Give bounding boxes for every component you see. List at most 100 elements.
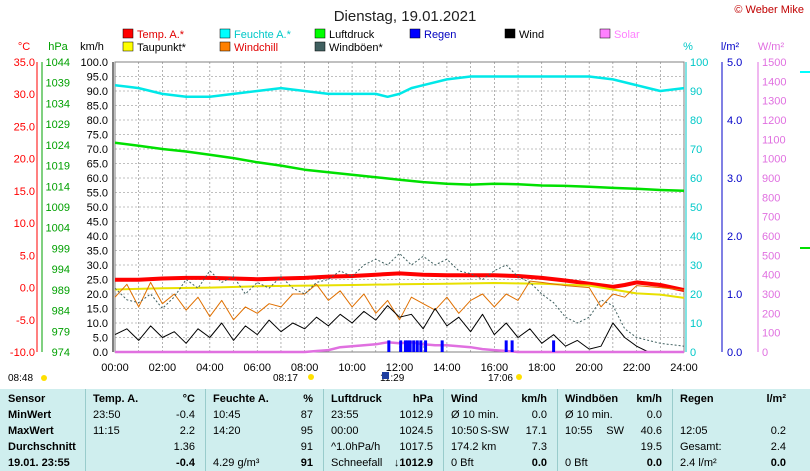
rain-bar [510, 340, 514, 352]
table-value: 1024.5 [399, 425, 433, 437]
temp-tick-label: 15.0 [14, 186, 35, 198]
x-tick-label: 24:00 [670, 362, 698, 374]
table-row-label: 12:05 [680, 425, 708, 437]
humidity-tick-label: 80 [690, 115, 702, 127]
axis-unit-press: hPa [48, 41, 68, 53]
wind-tick-label: 65.0 [87, 159, 108, 171]
humidity-tick-label: 10 [690, 318, 702, 330]
table-direction: S-SW [480, 425, 509, 437]
table-value: -0.4 [176, 457, 195, 469]
wind-tick-label: 85.0 [87, 101, 108, 113]
wind-tick-label: 50.0 [87, 202, 108, 214]
x-tick-label: 02:00 [149, 362, 177, 374]
legend-swatch [504, 28, 516, 39]
sun-marker-label: 08:17 [273, 373, 298, 384]
x-tick-label: 14:00 [433, 362, 461, 374]
rain-bar [415, 340, 419, 352]
solar-tick-label: 300 [762, 289, 780, 301]
rain-tick-label: 1.0 [727, 289, 742, 301]
x-tick-label: 06:00 [243, 362, 271, 374]
table-header: Wind [451, 393, 478, 405]
humidity-tick-label: 0 [690, 347, 696, 359]
wind-tick-label: 90.0 [87, 86, 108, 98]
solar-tick-label: 200 [762, 308, 780, 320]
legend-label: Luftdruck [329, 29, 375, 41]
wind-tick-label: 25.0 [87, 275, 108, 287]
wind-tick-label: 35.0 [87, 246, 108, 258]
table-row-label: 10:45 [213, 409, 241, 421]
table-side-strip [796, 389, 810, 471]
table-value: -0.4 [176, 409, 195, 421]
wind-tick-label: 20.0 [87, 289, 108, 301]
series-line-taupunkt [114, 282, 685, 299]
legend-swatch [219, 28, 231, 39]
table-value: 0.2 [770, 425, 786, 437]
wind-tick-label: 100.0 [80, 57, 108, 69]
legend-label: Feuchte A.* [234, 29, 292, 41]
wind-tick-label: 5.0 [93, 333, 108, 345]
copyright-label: © Weber Mike [734, 4, 804, 16]
table-separator [672, 389, 673, 471]
sun-icon [41, 375, 47, 381]
legend-label: Windböen* [329, 42, 384, 54]
rain-bar [399, 340, 403, 352]
axis-unit-hum: % [683, 41, 693, 53]
series-line-windben [114, 252, 685, 347]
table-column: Luftdruck hPa 23:55 00:00 ^1.0hPa/h Schneefal… [323, 389, 443, 471]
table-row-label: 10:50 [451, 425, 479, 437]
table-value: 0.0 [770, 457, 786, 469]
sun-icon [516, 374, 522, 380]
humidity-tick-label: 70 [690, 144, 702, 156]
temp-tick-label: 5.0 [20, 250, 35, 262]
table-row-label: 11:15 [93, 425, 120, 437]
table-row-label: 174.2 km [451, 441, 497, 453]
pressure-tick-label: 1014 [46, 181, 70, 193]
rain-tick-label: 4.0 [727, 115, 742, 127]
table-value: 91 [300, 457, 313, 469]
table-row-label: 19.01. 23:55 [8, 457, 70, 469]
wind-tick-label: 95.0 [87, 72, 108, 84]
temp-tick-label: -5.0 [16, 315, 35, 327]
pressure-tick-label: 979 [52, 326, 70, 338]
table-value: 19.5 [640, 441, 662, 453]
legend-label: Windchill [234, 42, 278, 54]
table-separator [557, 389, 558, 471]
legend-swatch [122, 28, 134, 39]
table-value: 2.4 [770, 441, 786, 453]
x-tick-label: 10:00 [338, 362, 366, 374]
series-line-tempa [115, 271, 685, 293]
table-value: 1.36 [173, 441, 195, 453]
rain-bar [412, 340, 416, 352]
table-column: Feuchte A.% 10:45 14:20 4.29 g/m³ 87 95 91 91 [205, 389, 323, 471]
rain-tick-label: 5.0 [727, 57, 742, 69]
table-value: 1017.5 [399, 441, 433, 453]
solar-tick-label: 600 [762, 231, 780, 243]
rain-bar [403, 340, 407, 352]
legend-swatch [314, 28, 326, 39]
temp-tick-label: -10.0 [10, 347, 35, 359]
legend-label: Taupunkt* [137, 42, 187, 54]
rain-bar [406, 340, 410, 352]
moon-icon [382, 372, 389, 379]
table-row-label: 23:55 [331, 409, 359, 421]
solar-tick-label: 1200 [762, 115, 786, 127]
solar-tick-label: 1100 [762, 134, 786, 146]
sun-marker-label: 08:48 [8, 373, 33, 384]
wind-tick-label: 15.0 [87, 304, 108, 316]
pressure-tick-label: 1039 [46, 78, 70, 90]
series-line-feuchtea [114, 75, 685, 99]
legend-swatch [219, 41, 231, 52]
table-header: Temp. A. [93, 393, 139, 405]
table-row-label: Schneefall [331, 457, 383, 469]
table-row-label: Ø 10 min. [565, 409, 613, 421]
x-tick-label: 20:00 [575, 362, 603, 374]
table-row-label: 0 Bft [451, 457, 474, 469]
table-value: 0.0 [531, 457, 547, 469]
table-separator [323, 389, 324, 471]
table-unit: km/h [521, 393, 547, 405]
humidity-tick-label: 100 [690, 57, 708, 69]
table-header: Feuchte A. [213, 393, 269, 405]
x-tick-label: 08:00 [291, 362, 319, 374]
series-line-luftdruck [114, 141, 685, 193]
legend-swatch [314, 41, 326, 52]
